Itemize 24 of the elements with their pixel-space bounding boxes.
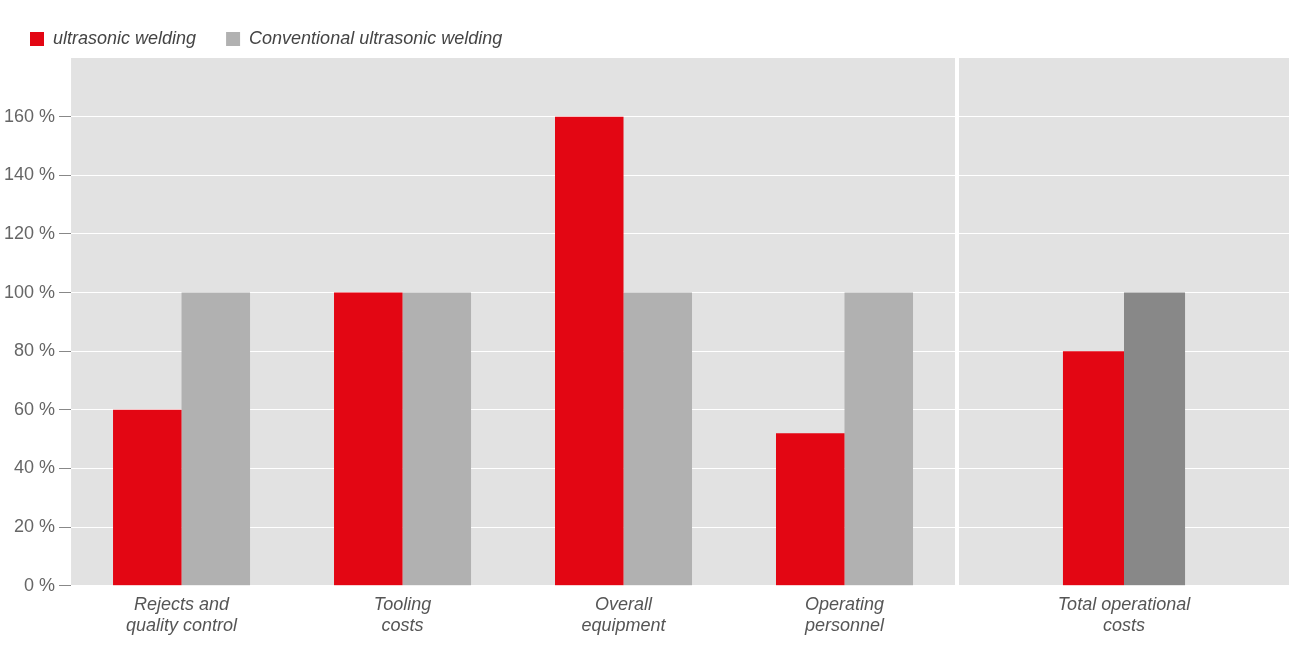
x-tick-label: Overall equipment (581, 593, 667, 636)
y-tick-label: 120 % (3, 222, 56, 243)
bar (181, 292, 251, 586)
x-tick-label: Tooling costs (373, 593, 432, 636)
y-tick-label: 140 % (3, 164, 56, 185)
bar (776, 433, 845, 586)
x-tick-label: Total operational costs (1057, 593, 1192, 636)
legend-label: ultrasonic welding (53, 28, 197, 48)
y-tick-label: 20 % (14, 516, 56, 537)
bar (623, 292, 693, 586)
bar (402, 292, 472, 586)
y-tick-label: 40 % (14, 457, 56, 478)
x-tick-label: Rejects and quality control (126, 593, 239, 636)
bar (555, 116, 624, 586)
y-tick-label: 60 % (14, 398, 56, 419)
bar (113, 409, 182, 586)
bar (334, 292, 403, 586)
y-tick-label: 0 % (24, 574, 56, 595)
y-tick-label: 160 % (3, 105, 56, 126)
y-tick-label: 80 % (14, 340, 56, 361)
x-tick-label: Operating personnel (803, 593, 886, 636)
bar (844, 292, 914, 586)
legend-label: Conventional ultrasonic welding (249, 28, 503, 48)
y-tick-label: 100 % (3, 281, 56, 302)
